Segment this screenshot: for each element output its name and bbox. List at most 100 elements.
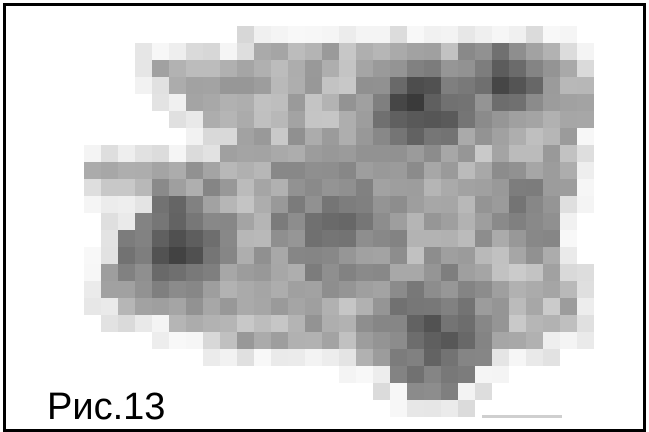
mosaic-pixel xyxy=(84,264,101,281)
mosaic-pixel xyxy=(186,77,203,94)
mosaic-pixel xyxy=(441,145,458,162)
mosaic-pixel xyxy=(577,60,594,77)
mosaic-pixel xyxy=(135,264,152,281)
mosaic-pixel xyxy=(288,77,305,94)
mosaic-pixel xyxy=(509,196,526,213)
mosaic-pixel xyxy=(220,111,237,128)
mosaic-pixel xyxy=(390,128,407,145)
mosaic-pixel xyxy=(577,111,594,128)
mosaic-pixel xyxy=(84,298,101,315)
mosaic-pixel xyxy=(186,247,203,264)
mosaic-pixel xyxy=(203,315,220,332)
mosaic-pixel xyxy=(509,60,526,77)
mosaic-pixel xyxy=(560,196,577,213)
mosaic-pixel xyxy=(101,213,118,230)
mosaic-pixel xyxy=(203,94,220,111)
mosaic-pixel xyxy=(424,145,441,162)
mosaic-pixel xyxy=(526,247,543,264)
mosaic-pixel xyxy=(339,77,356,94)
mosaic-pixel xyxy=(407,213,424,230)
mosaic-pixel xyxy=(475,162,492,179)
mosaic-pixel xyxy=(322,43,339,60)
mosaic-pixel xyxy=(560,264,577,281)
mosaic-pixel xyxy=(135,162,152,179)
mosaic-pixel xyxy=(441,315,458,332)
mosaic-pixel xyxy=(118,179,135,196)
mosaic-pixel xyxy=(441,26,458,43)
mosaic-pixel xyxy=(424,281,441,298)
mosaic-pixel xyxy=(441,298,458,315)
mosaic-pixel xyxy=(339,196,356,213)
mosaic-pixel xyxy=(373,247,390,264)
mosaic-pixel xyxy=(577,298,594,315)
mosaic-pixel xyxy=(186,145,203,162)
mosaic-pixel xyxy=(254,213,271,230)
mosaic-pixel xyxy=(526,264,543,281)
mosaic-pixel xyxy=(560,145,577,162)
mosaic-pixel xyxy=(543,332,560,349)
mosaic-pixel xyxy=(339,349,356,366)
mosaic-pixel xyxy=(84,247,101,264)
mosaic-pixel xyxy=(322,349,339,366)
mosaic-pixel xyxy=(169,196,186,213)
mosaic-pixel xyxy=(560,230,577,247)
mosaic-pixel xyxy=(220,128,237,145)
mosaic-pixel xyxy=(407,111,424,128)
mosaic-pixel xyxy=(458,196,475,213)
mosaic-pixel xyxy=(475,94,492,111)
mosaic-pixel xyxy=(356,366,373,383)
mosaic-pixel xyxy=(577,145,594,162)
mosaic-pixel xyxy=(254,162,271,179)
mosaic-pixel xyxy=(390,383,407,400)
mosaic-pixel xyxy=(509,230,526,247)
mosaic-pixel xyxy=(135,60,152,77)
mosaic-pixel xyxy=(390,111,407,128)
mosaic-pixel xyxy=(186,281,203,298)
mosaic-pixel xyxy=(390,94,407,111)
mosaic-pixel xyxy=(475,298,492,315)
mosaic-pixel xyxy=(424,383,441,400)
mosaic-pixel xyxy=(475,128,492,145)
mosaic-pixel xyxy=(305,264,322,281)
mosaic-pixel xyxy=(237,26,254,43)
mosaic-pixel xyxy=(288,247,305,264)
mosaic-pixel xyxy=(203,247,220,264)
mosaic-pixel xyxy=(475,196,492,213)
mosaic-pixel xyxy=(373,94,390,111)
mosaic-pixel xyxy=(339,298,356,315)
mosaic-pixel xyxy=(509,26,526,43)
mosaic-pixel xyxy=(271,94,288,111)
mosaic-pixel xyxy=(407,145,424,162)
mosaic-pixel xyxy=(407,400,424,417)
mosaic-pixel xyxy=(169,230,186,247)
mosaic-pixel xyxy=(84,162,101,179)
mosaic-pixel xyxy=(356,213,373,230)
mosaic-pixel xyxy=(458,400,475,417)
mosaic-pixel xyxy=(118,230,135,247)
mosaic-pixel xyxy=(475,111,492,128)
mosaic-pixel xyxy=(390,162,407,179)
mosaic-pixel xyxy=(560,60,577,77)
mosaic-pixel xyxy=(441,281,458,298)
mosaic-pixel xyxy=(390,145,407,162)
mosaic-pixel xyxy=(577,162,594,179)
mosaic-pixel xyxy=(390,43,407,60)
mosaic-pixel xyxy=(305,196,322,213)
mosaic-pixel xyxy=(186,298,203,315)
mosaic-pixel xyxy=(475,145,492,162)
mosaic-pixel xyxy=(475,281,492,298)
mosaic-pixel xyxy=(475,366,492,383)
mosaic-pixel xyxy=(441,179,458,196)
mosaic-pixel xyxy=(220,94,237,111)
mosaic-pixel xyxy=(475,60,492,77)
mosaic-pixel xyxy=(509,77,526,94)
mosaic-pixel xyxy=(271,77,288,94)
mosaic-pixel xyxy=(271,315,288,332)
mosaic-pixel xyxy=(492,162,509,179)
mosaic-pixel xyxy=(254,349,271,366)
mosaic-pixel xyxy=(526,77,543,94)
mosaic-pixel xyxy=(390,298,407,315)
mosaic-pixel xyxy=(475,213,492,230)
mosaic-pixel xyxy=(373,332,390,349)
mosaic-pixel xyxy=(152,315,169,332)
